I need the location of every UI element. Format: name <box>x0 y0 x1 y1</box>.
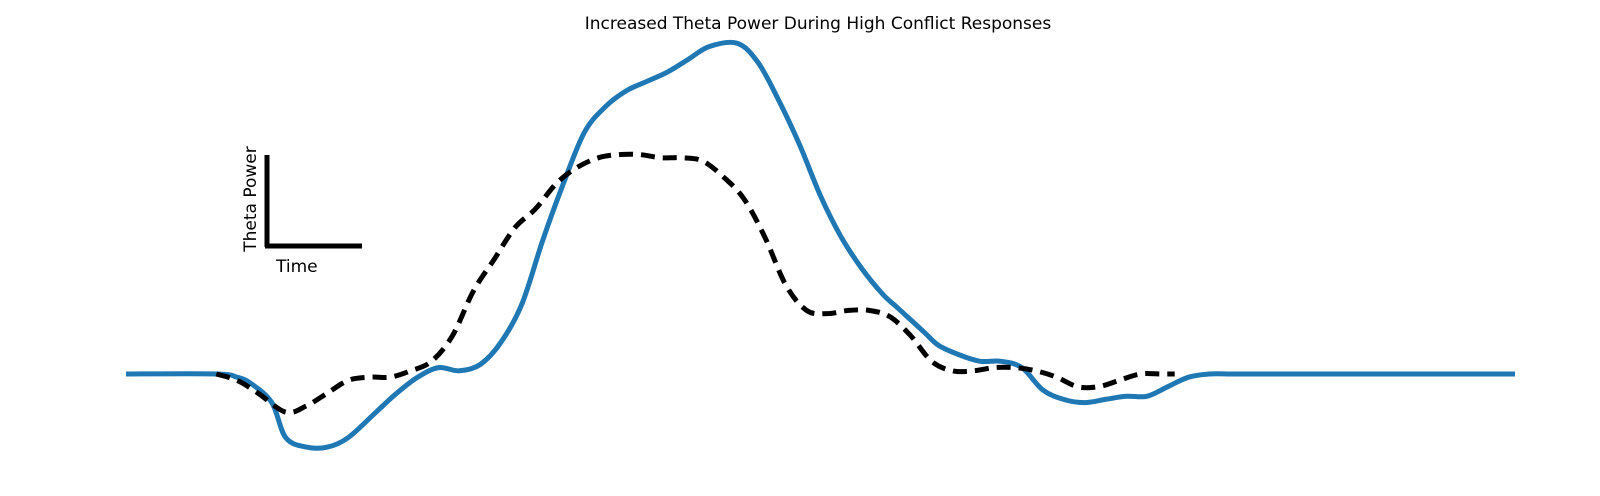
series-line-dashed <box>215 151 1175 416</box>
scale-bar-time-label: Time <box>275 257 318 277</box>
scale-bar: Theta Power Time <box>241 146 362 277</box>
plot-area <box>125 39 1516 451</box>
series-line-solid <box>125 39 1516 451</box>
scale-bar-theta-power-label: Theta Power <box>241 146 261 253</box>
chart-title: Increased Theta Power During High Confli… <box>585 14 1052 34</box>
